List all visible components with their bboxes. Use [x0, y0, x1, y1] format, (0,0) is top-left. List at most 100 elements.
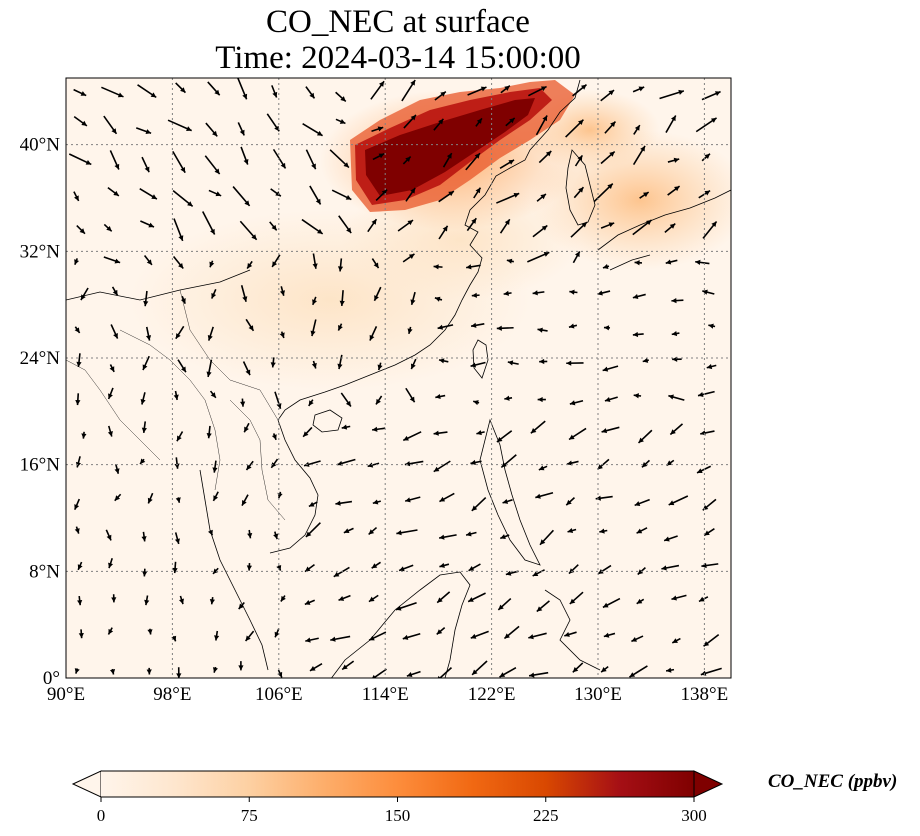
wind-arrow	[603, 325, 611, 331]
wind-arrow	[238, 661, 244, 671]
wind-arrow	[438, 358, 449, 364]
wind-arrow	[175, 325, 185, 340]
wind-arrow	[270, 357, 276, 368]
wind-arrow	[341, 660, 355, 671]
lat-tick-label: 32°N	[20, 241, 61, 262]
wind-arrow	[597, 290, 611, 296]
wind-arrow	[279, 331, 285, 339]
wind-arrow	[301, 218, 324, 235]
wind-arrow	[73, 115, 88, 127]
wind-arrow	[671, 637, 681, 644]
wind-arrow	[528, 632, 547, 640]
wind-arrow	[214, 630, 220, 641]
wind-arrow	[329, 149, 350, 169]
wind-arrow	[367, 462, 380, 468]
wind-arrow	[103, 256, 121, 264]
wind-arrow	[406, 670, 421, 677]
wind-arrow	[496, 192, 520, 204]
wind-arrow	[338, 594, 351, 601]
wind-arrow	[471, 496, 487, 512]
lat-tick-label: 16°N	[20, 455, 61, 476]
wind-arrow	[632, 219, 653, 236]
wind-arrow	[436, 591, 451, 604]
gridlines	[66, 78, 731, 678]
wind-arrow	[137, 84, 157, 99]
wind-arrow	[664, 222, 676, 233]
wind-arrow	[76, 225, 86, 235]
wind-arrow	[107, 627, 114, 635]
wind-arrow	[671, 330, 680, 337]
wind-arrow	[661, 564, 680, 571]
colorbar-label: CO_NEC (ppbv)	[768, 771, 898, 792]
wind-arrow	[602, 365, 619, 372]
hainan	[312, 409, 343, 433]
wind-arrow	[139, 188, 158, 200]
wind-arrow	[569, 591, 584, 605]
lat-tick-label: 8°N	[29, 561, 60, 582]
wind-arrow	[470, 459, 482, 466]
wind-arrow	[636, 527, 648, 534]
wind-arrow	[279, 286, 285, 296]
wind-arrow	[602, 597, 621, 609]
wind-arrow	[304, 563, 315, 573]
wind-arrow	[172, 255, 184, 270]
wind-arrow	[74, 668, 80, 674]
wind-arrow	[604, 121, 617, 134]
wind-arrow	[305, 86, 316, 99]
wind-arrow	[436, 627, 446, 636]
wind-arrow	[439, 534, 457, 540]
wind-arrow	[273, 531, 279, 540]
wind-arrow	[206, 359, 213, 378]
wind-arrow	[175, 82, 187, 94]
wind-arrow	[212, 460, 218, 473]
wind-arrow	[142, 568, 148, 577]
wind-arrow	[144, 595, 150, 606]
wind-arrow	[538, 150, 552, 164]
wind-arrow	[703, 633, 720, 647]
wind-arrow	[472, 400, 480, 406]
wind-arrow	[107, 187, 120, 197]
wind-arrow	[701, 153, 711, 162]
wind-arrow	[466, 217, 477, 232]
wind-arrow	[502, 498, 513, 504]
wind-arrow	[567, 528, 577, 534]
wind-arrow	[335, 118, 346, 125]
wind-arrow	[401, 79, 416, 102]
wind-arrow	[433, 460, 451, 473]
wind-arrow	[636, 598, 645, 605]
wind-arrow	[402, 253, 415, 263]
lon-tick-label: 90°E	[47, 684, 85, 705]
wind-arrow	[246, 563, 252, 571]
wind-arrow	[604, 396, 618, 402]
wind-arrow	[114, 493, 122, 502]
wind-arrow	[405, 387, 416, 403]
wind-arrow	[434, 296, 443, 302]
wind-arrow	[147, 628, 153, 635]
wind-arrow	[639, 191, 650, 199]
lon-tick-label: 114°E	[362, 684, 409, 705]
wind-arrow	[435, 393, 446, 400]
wind-arrow	[708, 323, 716, 329]
latitude-tick-labels: 0° 8°N 16°N 24°N 32°N 40°N	[20, 135, 61, 689]
wind-arrow	[333, 566, 350, 578]
wind-arrow	[140, 220, 155, 228]
wind-arrow	[503, 290, 512, 296]
wind-arrow	[75, 393, 81, 406]
wind-arrow	[470, 322, 485, 328]
wind-arrow	[668, 394, 685, 401]
wind-vectors	[68, 78, 722, 678]
wind-arrow	[139, 458, 146, 465]
wind-arrow	[244, 630, 255, 642]
wind-arrow	[410, 291, 416, 306]
wind-arrow	[232, 186, 251, 207]
wind-arrow	[174, 457, 180, 469]
wind-arrow	[74, 326, 81, 334]
wind-arrow	[105, 529, 112, 541]
wind-arrow	[308, 399, 314, 407]
wind-arrow	[143, 290, 149, 307]
wind-arrow	[176, 667, 182, 678]
wind-arrow	[172, 189, 194, 207]
wind-arrow	[341, 424, 351, 430]
wind-arrow	[565, 497, 575, 506]
wind-arrow	[634, 260, 643, 266]
